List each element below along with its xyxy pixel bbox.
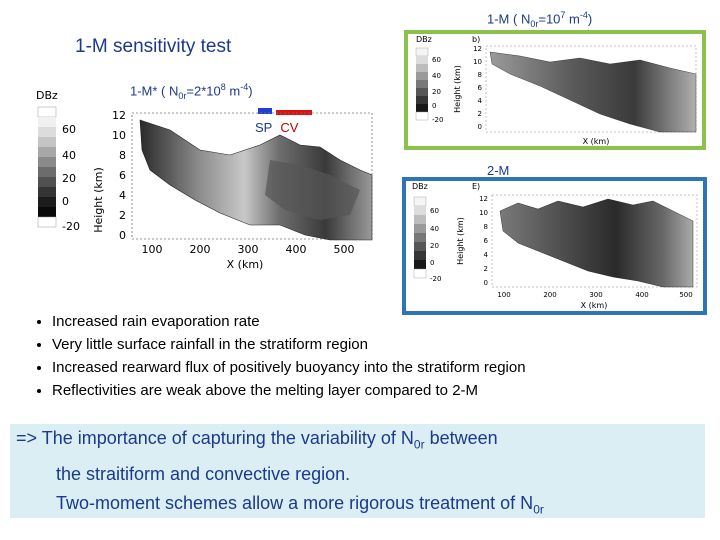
tr-cbar-tick: 60 [432,56,441,64]
list-item: Very little surface rainfall in the stra… [52,333,526,356]
conclusion-line: Two-moment schemes allow a more rigorous… [56,492,544,517]
main-plot-caption: 1-M* ( N0r=2*108 m-4) [130,82,253,101]
main-convective-core [265,160,360,220]
tr-ytick: 0 [478,123,482,131]
br-plot-axes [491,194,698,288]
main-xtick: 400 [286,243,307,256]
tr-cbar-tick: -20 [432,116,443,124]
br-ytick: 2 [484,265,488,273]
br-xtick: 100 [497,291,510,299]
br-ytick: 8 [484,223,488,231]
tr-colorbar-label: DBz [416,35,432,44]
tr-ytick: 2 [478,110,482,118]
tr-reflectivity-field [489,51,697,133]
main-cbar-tick: -20 [62,220,80,233]
main-ytick: 10 [112,129,126,142]
br-xtick: 300 [589,291,602,299]
top-right-plot-caption: 1-M ( N0r=107 m-4) [487,10,593,29]
main-xtick: 300 [238,243,259,256]
br-colorbar [413,196,427,279]
br-cbar-tick: 20 [430,242,439,250]
br-ytick: 12 [479,195,488,203]
main-cbar-tick: 0 [62,195,69,208]
main-xtick: 200 [190,243,211,256]
br-cbar-tick: 60 [430,207,439,215]
two-moment-plot: DBz E) 60 40 20 0 -20 Height (km) 12 10 … [412,182,698,310]
tr-colorbar [415,47,429,121]
sp-label: SP [255,120,273,135]
main-ylabel: Height (km) [92,167,105,233]
region-labels: SP CV [255,120,298,135]
main-plot-axes [131,112,373,240]
one-moment-panel [404,30,706,150]
two-moment-caption: 2-M [487,163,510,178]
br-panel-label: E) [472,182,480,191]
conclusion-line: => The importance of capturing the varia… [16,428,498,452]
br-ytick: 6 [484,237,489,245]
main-ytick: 4 [119,189,126,202]
conclusion-box: => The importance of capturing the varia… [10,424,705,518]
tr-cbar-tick: 0 [432,102,436,110]
tr-ytick: 4 [478,97,483,105]
br-xtick: 400 [635,291,648,299]
main-colorbar [37,106,57,228]
br-cbar-tick: 0 [430,259,434,267]
br-cbar-tick: 40 [430,225,439,233]
main-cbar-tick: 20 [62,172,76,185]
br-ytick: 10 [479,209,488,217]
tr-ytick: 10 [473,58,482,66]
sp-region-bar [258,108,272,114]
br-ytick: 0 [484,279,488,287]
conclusion-line: the straitiform and convective region. [56,463,351,484]
tr-xlabel: X (km) [583,137,610,146]
tr-ytick: 6 [478,84,483,92]
tr-cbar-tick: 20 [432,88,441,96]
main-ytick: 0 [119,229,126,242]
br-colorbar-label: DBz [412,182,428,191]
findings-list: Increased rain evaporation rate Very lit… [30,310,526,402]
tr-ytick: 8 [478,71,482,79]
tr-panel-label: b) [472,35,480,44]
main-xtick: 500 [334,243,355,256]
main-xtick: 100 [142,243,163,256]
br-ytick: 4 [484,251,489,259]
tr-cbar-tick: 40 [432,72,441,80]
main-cbar-tick: 40 [62,149,76,162]
slide-title: 1-M sensitivity test [75,36,232,57]
main-ytick: 2 [119,209,126,222]
main-xlabel: X (km) [227,258,264,271]
list-item: Increased rain evaporation rate [52,310,526,333]
main-ytick: 8 [119,149,126,162]
br-xlabel: X (km) [581,301,608,310]
br-ylabel: Height (km) [456,217,465,265]
br-xtick: 200 [543,291,556,299]
br-reflectivity-field [499,198,694,288]
cv-region-bar [276,110,312,115]
cv-label: CV [280,120,299,135]
main-colorbar-label: DBz [36,89,58,102]
tr-ytick: 12 [473,45,482,53]
tr-ylabel: Height (km) [453,65,462,113]
main-cbar-tick: 60 [62,123,76,136]
two-moment-panel [402,177,707,315]
main-ytick: 6 [119,169,126,182]
one-moment-plot: DBz b) 60 40 20 0 -20 Height (km) 12 10 … [415,35,697,146]
list-item: Increased rearward flux of positively bu… [52,356,526,379]
list-item: Reflectivities are weak above the meltin… [52,379,526,402]
main-ytick: 12 [112,109,126,122]
br-xtick: 500 [679,291,692,299]
br-cbar-tick: -20 [430,275,441,283]
main-reflectivity-plot: DBz 60 40 20 0 -20 Height (km) 12 10 8 6… [36,89,373,271]
